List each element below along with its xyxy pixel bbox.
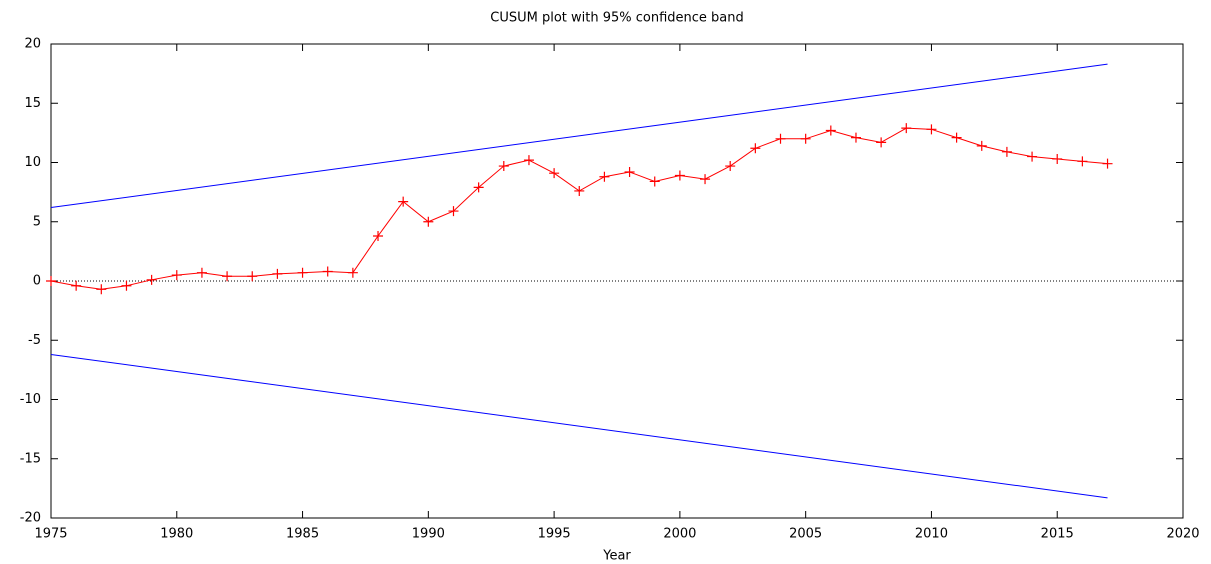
point-marker: [649, 176, 660, 187]
x-axis-label: Year: [602, 549, 631, 564]
y-tick-label: 0: [33, 274, 41, 289]
point-marker: [1102, 158, 1113, 169]
y-tick-label: 20: [24, 37, 41, 52]
x-tick-label: 1980: [160, 527, 193, 542]
y-tick-label: -20: [20, 511, 41, 526]
point-marker: [347, 267, 358, 278]
point-marker: [901, 123, 912, 134]
point-marker: [222, 271, 233, 282]
point-marker: [1077, 156, 1088, 167]
point-marker: [171, 270, 182, 281]
point-marker: [247, 271, 258, 282]
point-marker: [976, 140, 987, 151]
point-marker: [1001, 146, 1012, 157]
x-tick-label: 1995: [538, 527, 571, 542]
point-marker: [373, 230, 384, 241]
x-tick-label: 2000: [663, 527, 696, 542]
point-marker: [850, 132, 861, 143]
point-marker: [146, 274, 157, 285]
x-tick-label: 1990: [412, 527, 445, 542]
x-tick-label: 2015: [1041, 527, 1074, 542]
x-tick-label: 2010: [915, 527, 948, 542]
point-marker: [951, 132, 962, 143]
point-marker: [700, 174, 711, 185]
point-marker: [423, 216, 434, 227]
point-marker: [96, 284, 107, 295]
x-tick-label: 1975: [34, 527, 67, 542]
point-marker: [800, 133, 811, 144]
point-marker: [876, 137, 887, 148]
plot-frame: [50, 43, 1184, 519]
y-tick-label: 10: [24, 155, 41, 170]
point-marker: [926, 124, 937, 135]
point-marker: [775, 133, 786, 144]
point-marker: [71, 280, 82, 291]
point-marker: [725, 161, 736, 172]
point-marker: [322, 266, 333, 277]
series-line: [50, 127, 1108, 290]
y-tick-label: -5: [28, 333, 41, 348]
point-marker: [46, 276, 56, 286]
point-marker: [1027, 151, 1038, 162]
point-marker: [297, 267, 308, 278]
point-marker: [523, 155, 534, 166]
y-tick-label: 5: [33, 214, 41, 229]
y-tick-label: -10: [20, 392, 41, 407]
x-tick-label: 2005: [789, 527, 822, 542]
point-marker: [574, 185, 585, 196]
point-marker: [825, 125, 836, 136]
x-tick-label: 1985: [286, 527, 319, 542]
y-tick-label: -15: [20, 451, 41, 466]
point-marker: [473, 182, 484, 193]
series-line: [50, 353, 1108, 499]
point-marker: [549, 168, 560, 179]
point-marker: [624, 166, 635, 177]
point-marker: [196, 267, 207, 278]
point-marker: [272, 268, 283, 279]
chart-title: CUSUM plot with 95% confidence band: [490, 11, 744, 26]
series-line: [50, 63, 1108, 209]
point-marker: [121, 280, 132, 291]
point-marker: [398, 196, 409, 207]
point-marker: [448, 206, 459, 217]
x-tick-label: 2020: [1166, 527, 1199, 542]
point-marker: [750, 143, 761, 154]
point-marker: [674, 170, 685, 181]
point-marker: [599, 171, 610, 182]
point-marker: [498, 161, 509, 172]
y-tick-label: 15: [24, 96, 41, 111]
point-marker: [1052, 153, 1063, 164]
